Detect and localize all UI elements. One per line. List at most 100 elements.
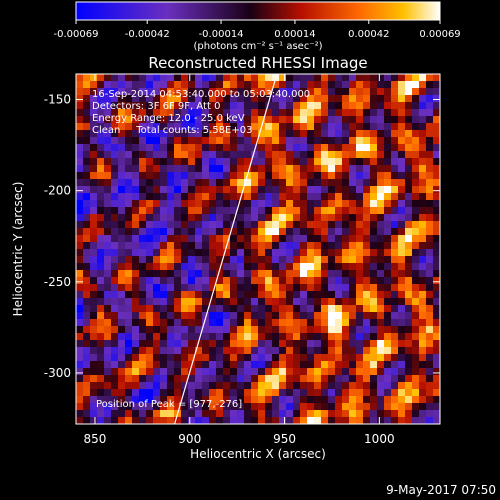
heatmap-cell <box>433 88 440 95</box>
heatmap-cell <box>258 144 265 151</box>
heatmap-cell <box>426 130 433 137</box>
heatmap-cell <box>321 130 328 137</box>
heatmap-cell <box>118 116 125 123</box>
heatmap-cell <box>398 165 405 172</box>
heatmap-cell <box>265 116 272 123</box>
heatmap-cell <box>188 368 195 375</box>
heatmap-cell <box>181 389 188 396</box>
heatmap-cell <box>328 123 335 130</box>
heatmap-cell <box>118 291 125 298</box>
heatmap-cell <box>412 242 419 249</box>
heatmap-cell <box>426 277 433 284</box>
heatmap-cell <box>426 326 433 333</box>
heatmap-cell <box>125 347 132 354</box>
heatmap-cell <box>118 284 125 291</box>
heatmap-cell <box>216 263 223 270</box>
heatmap-cell <box>139 81 146 88</box>
heatmap-cell <box>377 256 384 263</box>
heatmap-cell <box>377 277 384 284</box>
heatmap-cell <box>216 144 223 151</box>
heatmap-cell <box>265 172 272 179</box>
heatmap-cell <box>244 88 251 95</box>
heatmap-cell <box>244 123 251 130</box>
heatmap-cell <box>216 228 223 235</box>
heatmap-cell <box>244 228 251 235</box>
heatmap-cell <box>300 333 307 340</box>
heatmap-cell <box>181 270 188 277</box>
heatmap-cell <box>384 305 391 312</box>
heatmap-cell <box>188 186 195 193</box>
footer-timestamp: 9-May-2017 07:50 <box>386 483 496 497</box>
heatmap-cell <box>384 172 391 179</box>
heatmap-cell <box>209 270 216 277</box>
heatmap-cell <box>251 102 258 109</box>
heatmap-cell <box>237 193 244 200</box>
heatmap-cell <box>307 137 314 144</box>
heatmap-cell <box>132 417 139 424</box>
heatmap-cell <box>111 389 118 396</box>
heatmap-cell <box>426 151 433 158</box>
heatmap-cell <box>97 263 104 270</box>
heatmap-cell <box>356 207 363 214</box>
heatmap-cell <box>321 291 328 298</box>
heatmap-cell <box>188 116 195 123</box>
heatmap-cell <box>132 221 139 228</box>
heatmap-cell <box>328 186 335 193</box>
heatmap-cell <box>405 74 412 81</box>
heatmap-cell <box>265 95 272 102</box>
heatmap-cell <box>230 228 237 235</box>
heatmap-cell <box>223 312 230 319</box>
heatmap-cell <box>342 102 349 109</box>
heatmap-cell <box>349 305 356 312</box>
heatmap-cell <box>412 193 419 200</box>
heatmap-cell <box>146 263 153 270</box>
heatmap-cell <box>153 137 160 144</box>
heatmap-cell <box>370 270 377 277</box>
heatmap-cell <box>398 130 405 137</box>
heatmap-cell <box>335 172 342 179</box>
heatmap-cell <box>188 130 195 137</box>
heatmap-cell <box>328 74 335 81</box>
heatmap-cell <box>125 249 132 256</box>
heatmap-cell <box>342 319 349 326</box>
heatmap-cell <box>321 95 328 102</box>
heatmap-cell <box>209 228 216 235</box>
heatmap-cell <box>181 319 188 326</box>
heatmap-cell <box>321 221 328 228</box>
heatmap-cell <box>377 291 384 298</box>
y-tick-label: -200 <box>44 184 71 198</box>
x-tick-label: 900 <box>178 432 201 446</box>
heatmap-cell <box>251 368 258 375</box>
heatmap-cell <box>405 340 412 347</box>
heatmap-cell <box>202 102 209 109</box>
heatmap-cell <box>314 389 321 396</box>
heatmap-cell <box>76 319 83 326</box>
heatmap-cell <box>132 410 139 417</box>
heatmap-cell <box>202 361 209 368</box>
heatmap-cell <box>349 165 356 172</box>
heatmap-cell <box>328 130 335 137</box>
heatmap-cell <box>370 81 377 88</box>
heatmap-cell <box>104 417 111 424</box>
heatmap-cell <box>181 291 188 298</box>
heatmap-cell <box>132 193 139 200</box>
heatmap-cell <box>419 354 426 361</box>
heatmap-cell <box>356 270 363 277</box>
heatmap-cell <box>265 74 272 81</box>
heatmap-cell <box>384 410 391 417</box>
heatmap-cell <box>146 305 153 312</box>
heatmap-cell <box>433 270 440 277</box>
heatmap-cell <box>111 193 118 200</box>
heatmap-cell <box>244 158 251 165</box>
heatmap-cell <box>125 151 132 158</box>
heatmap-cell <box>153 242 160 249</box>
heatmap-cell <box>83 151 90 158</box>
heatmap-cell <box>370 347 377 354</box>
heatmap-cell <box>265 368 272 375</box>
heatmap-cell <box>349 214 356 221</box>
heatmap-cell <box>412 340 419 347</box>
heatmap-cell <box>328 102 335 109</box>
heatmap-cell <box>104 207 111 214</box>
heatmap-cell <box>272 347 279 354</box>
heatmap-cell <box>279 256 286 263</box>
